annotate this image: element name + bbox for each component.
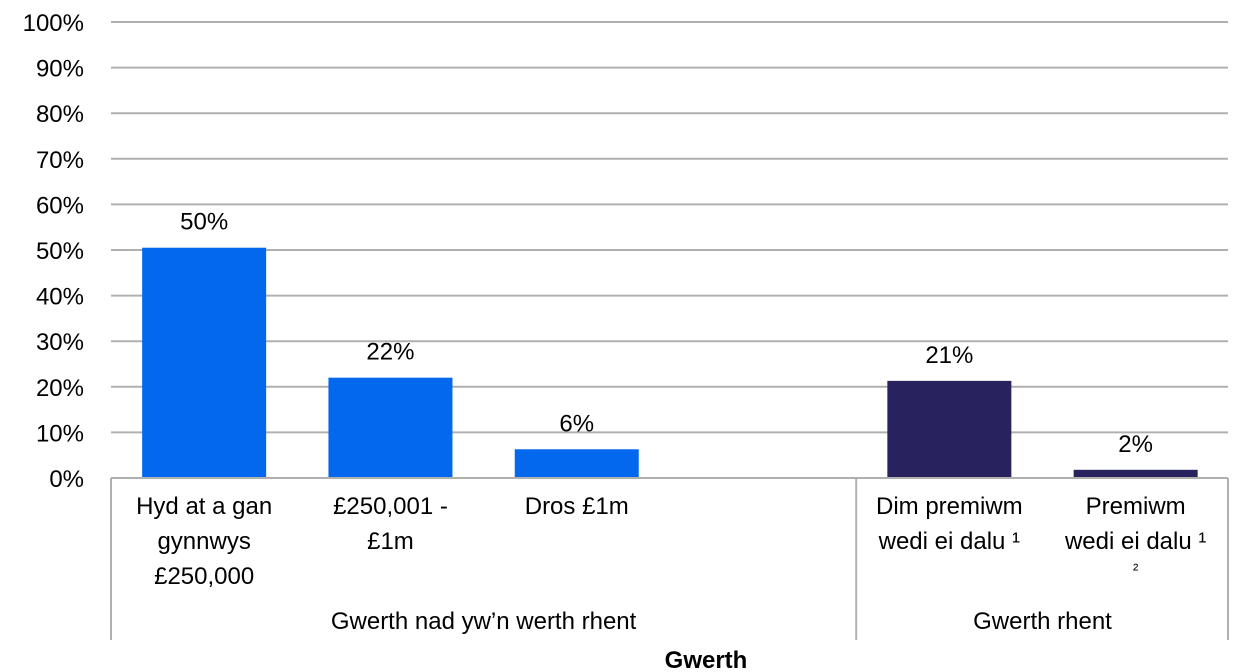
bar — [514, 449, 639, 478]
group-label: Gwerth nad yw’n werth rhent — [331, 608, 637, 635]
y-tick-label: 40% — [36, 284, 84, 311]
y-axis-ticks: 0% 10% 20% 30% 40% 50% 60% 70% 80% 90% 100% — [23, 10, 84, 493]
y-tick-label: 60% — [36, 192, 84, 219]
x-axis-title: Gwerth — [665, 647, 748, 672]
data-label: 21% — [925, 342, 973, 369]
group-labels: Gwerth nad yw’n werth rhent Gwerth rhent — [331, 608, 1112, 635]
y-tick-label: 80% — [36, 101, 84, 128]
y-tick-label: 20% — [36, 375, 84, 402]
bar — [887, 380, 1012, 478]
bar — [142, 247, 267, 478]
category-label: £250,001 -£1m — [333, 493, 448, 555]
data-label: 2% — [1118, 431, 1153, 458]
category-labels: Hyd at a gan gynnwys £250,000 £250,001 -£1m… — [136, 493, 1206, 590]
y-tick-label: 0% — [49, 466, 84, 493]
data-labels: 50% 22% 6% 21% 2% — [180, 209, 1153, 458]
category-label: Dros £1m — [525, 493, 629, 520]
category-label: Hyd at a gan gynnwys £250,000 — [136, 493, 272, 590]
data-label: 6% — [559, 410, 594, 437]
y-tick-label: 90% — [36, 56, 84, 83]
bar — [1073, 469, 1198, 478]
y-tick-label: 100% — [23, 10, 84, 37]
data-label: 50% — [180, 209, 228, 236]
x-axis — [110, 477, 1229, 640]
bar — [328, 377, 453, 478]
y-tick-label: 50% — [36, 238, 84, 265]
y-tick-label: 10% — [36, 420, 84, 447]
data-label: 22% — [366, 339, 414, 366]
bars — [142, 247, 1198, 478]
group-label: Gwerth rhent — [973, 608, 1112, 635]
category-label: Dim premiwm wedi ei dalu ¹ — [876, 493, 1023, 555]
gridlines — [111, 21, 1228, 434]
y-tick-label: 30% — [36, 329, 84, 356]
y-tick-label: 70% — [36, 147, 84, 174]
